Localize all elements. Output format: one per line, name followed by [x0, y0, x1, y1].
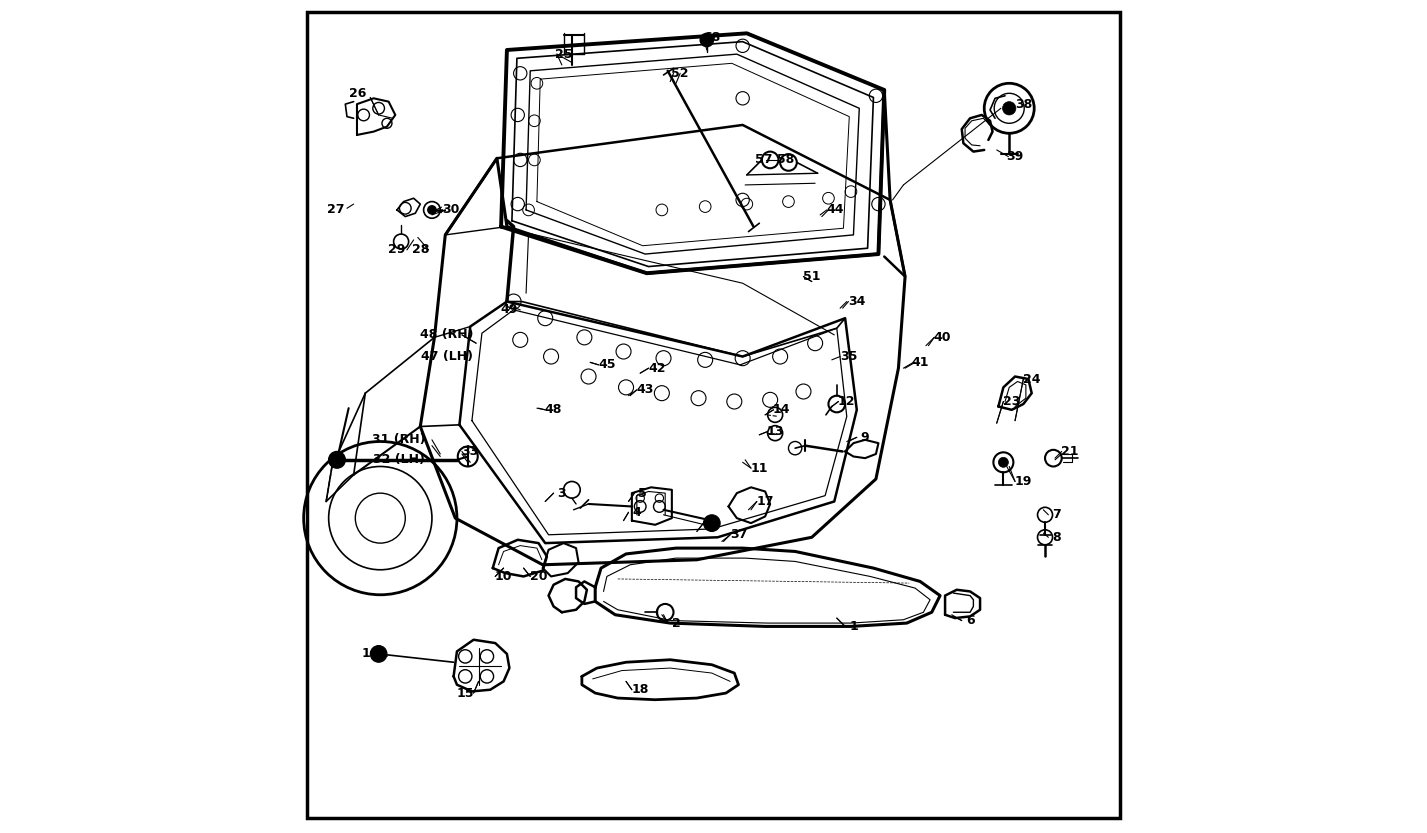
Circle shape [704, 515, 721, 531]
Text: 45: 45 [598, 358, 615, 372]
Text: 19: 19 [1015, 475, 1032, 488]
Text: 16: 16 [361, 647, 380, 661]
Text: 20: 20 [529, 570, 548, 583]
Text: 13: 13 [766, 425, 783, 438]
Text: 57 58: 57 58 [755, 153, 793, 167]
Circle shape [370, 646, 387, 662]
Text: 15: 15 [457, 686, 474, 700]
Text: 5: 5 [638, 486, 646, 500]
Text: 14: 14 [773, 403, 791, 416]
Text: 21: 21 [1062, 445, 1079, 458]
Text: 11: 11 [751, 461, 768, 475]
Text: 41: 41 [912, 356, 929, 369]
Text: 44: 44 [826, 203, 843, 217]
Circle shape [328, 451, 345, 468]
Text: 8: 8 [1052, 531, 1062, 544]
Text: 27: 27 [327, 203, 344, 217]
Text: 38: 38 [1015, 97, 1032, 111]
Text: 29: 29 [388, 243, 405, 257]
Text: 10: 10 [495, 570, 512, 583]
Text: 9: 9 [860, 431, 869, 444]
Text: 26: 26 [350, 87, 367, 100]
Circle shape [1003, 102, 1016, 115]
Text: 49: 49 [501, 303, 518, 317]
Text: 23: 23 [1003, 395, 1020, 408]
Text: 12: 12 [838, 395, 856, 408]
Text: 31 (RH): 31 (RH) [372, 433, 425, 446]
Text: 24: 24 [1023, 372, 1040, 386]
Circle shape [428, 206, 437, 214]
Text: 33: 33 [462, 445, 479, 458]
Text: 17: 17 [756, 495, 773, 508]
Text: 40: 40 [933, 331, 952, 344]
Text: 48 (RH): 48 (RH) [420, 328, 474, 342]
Text: 37: 37 [729, 528, 748, 541]
Text: 36: 36 [704, 516, 721, 530]
Text: 1: 1 [849, 620, 858, 633]
Text: 52: 52 [672, 67, 689, 80]
Text: 48: 48 [545, 403, 562, 416]
Text: 42: 42 [648, 362, 665, 375]
Circle shape [701, 33, 714, 47]
Text: 25: 25 [555, 47, 572, 61]
Text: 18: 18 [632, 683, 649, 696]
Text: 34: 34 [848, 295, 865, 308]
Text: 32 (LH): 32 (LH) [372, 453, 425, 466]
Text: 2: 2 [672, 616, 681, 630]
Text: 30: 30 [442, 203, 459, 217]
Text: 28: 28 [411, 243, 430, 257]
Text: 51: 51 [803, 270, 821, 283]
Text: 7: 7 [1052, 508, 1062, 521]
Text: 4: 4 [632, 506, 641, 519]
Text: 39: 39 [1006, 150, 1023, 163]
Text: 68: 68 [704, 31, 721, 44]
Text: 47 (LH): 47 (LH) [421, 350, 472, 363]
Text: 35: 35 [839, 350, 858, 363]
Text: 43: 43 [636, 383, 654, 397]
Text: 6: 6 [966, 614, 975, 627]
Circle shape [999, 457, 1009, 467]
Text: 3: 3 [558, 486, 567, 500]
